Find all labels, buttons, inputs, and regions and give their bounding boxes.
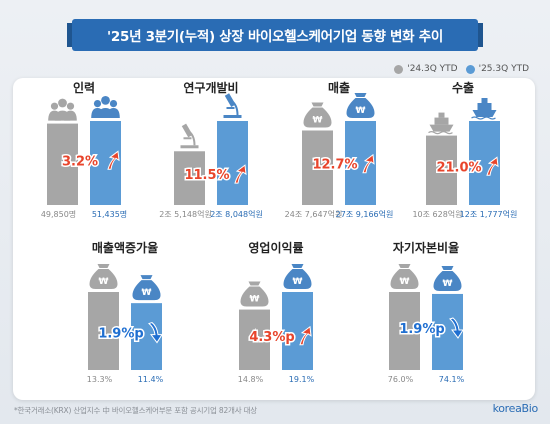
svg-text:₩: ₩: [400, 277, 410, 287]
bar-label-6-1: 74.1%: [439, 375, 465, 384]
money-bag-icon-5-1: ₩: [283, 264, 312, 289]
bar-label-2-0: 24조 7,647억원: [285, 209, 343, 219]
money-bag-icon-5-0: ₩: [240, 281, 269, 307]
svg-text:₩: ₩: [99, 277, 109, 287]
ship-icon-3-1: [471, 98, 497, 120]
source-note: *한국거래소(KRX) 산업지수 中 바이오헬스케어부문 포함 공시기업 82개…: [14, 406, 257, 415]
ship-icon-3-0: [428, 112, 454, 135]
bar-1-0: [174, 151, 205, 205]
legend: '24.3Q YTD '25.3Q YTD: [386, 64, 529, 74]
change-label-1: 11.5%: [184, 168, 229, 183]
people-icon-0-0: [48, 98, 77, 121]
chart-title-6: 자기자본비율: [393, 240, 459, 255]
up-arrow-icon-0: [107, 150, 120, 170]
up-arrow-icon-3: [486, 156, 499, 176]
bar-label-3-1: 12조 1,777억원: [460, 209, 518, 219]
chart-title-5: 영업이익률: [248, 240, 303, 255]
chart-title-4: 매출액증가율: [92, 240, 158, 255]
change-label-2: 12.7%: [312, 158, 357, 173]
svg-text:₩: ₩: [142, 288, 152, 298]
money-bag-icon-6-0: ₩: [390, 264, 419, 289]
page-title-text: '25년 3분기(누적) 상장 바이오헬스케어기업 동향 변화 추이: [107, 29, 443, 45]
legend-swatch-curr: [465, 64, 475, 74]
page-title: '25년 3분기(누적) 상장 바이오헬스케어기업 동향 변화 추이: [67, 19, 483, 51]
bar-label-0-1: 51,435명: [92, 209, 127, 219]
microscope-icon-1-0: [180, 123, 199, 149]
money-bag-icon-4-0: ₩: [89, 264, 118, 289]
chart-title-0: 인력: [73, 80, 95, 95]
money-bag-icon-6-1: ₩: [433, 265, 462, 291]
svg-text:₩: ₩: [293, 277, 303, 287]
chart-title-3: 수출: [452, 80, 474, 95]
change-label-4: 1.9%p: [98, 327, 143, 342]
bar-label-1-0: 2조 5,148억원: [159, 209, 212, 219]
change-label-6: 1.9%p: [399, 322, 444, 337]
bar-0-1: [90, 121, 121, 205]
bar-2-0: [302, 130, 333, 205]
svg-text:₩: ₩: [356, 106, 366, 116]
change-label-3: 21.0%: [436, 160, 481, 175]
bar-label-1-1: 2조 8,048억원: [210, 209, 263, 219]
bar-2-1: [345, 121, 376, 205]
legend-label-prev: '24.3Q YTD: [407, 64, 458, 74]
bar-label-6-0: 76.0%: [388, 375, 414, 384]
money-bag-icon-2-1: ₩: [346, 93, 375, 118]
bar-1-1: [217, 121, 248, 205]
up-arrow-icon-1: [234, 164, 247, 184]
bar-label-3-0: 10조 628억원: [412, 209, 462, 219]
up-arrow-icon-2: [362, 153, 375, 174]
bar-label-0-0: 49,850명: [41, 209, 76, 219]
down-arrow-icon-4: [147, 322, 163, 344]
bar-4-0: [88, 292, 119, 370]
bar-label-5-0: 14.8%: [238, 375, 264, 384]
svg-text:₩: ₩: [250, 295, 260, 305]
chart-title-2: 매출: [328, 80, 350, 95]
people-icon-0-1: [91, 96, 120, 118]
bar-0-0: [47, 123, 78, 205]
legend-label-curr: '25.3Q YTD: [478, 64, 529, 74]
bar-label-4-1: 11.4%: [138, 375, 164, 384]
bar-label-5-1: 19.1%: [289, 375, 315, 384]
bar-6-0: [389, 292, 420, 370]
down-arrow-icon-6: [448, 317, 464, 339]
bar-5-0: [239, 309, 270, 370]
change-label-5: 4.3%p: [249, 330, 294, 345]
microscope-icon-1-1: [223, 93, 242, 118]
bar-3-0: [426, 135, 457, 205]
svg-text:₩: ₩: [443, 279, 453, 289]
up-arrow-icon-5: [299, 325, 312, 346]
bar-label-2-1: 27조 9,166억원: [336, 209, 394, 219]
koreabio-logo: koreaBio: [492, 402, 539, 415]
money-bag-icon-4-1: ₩: [132, 275, 161, 301]
bar-label-4-0: 13.3%: [87, 375, 113, 384]
legend-swatch-prev: [394, 64, 404, 74]
chart-title-1: 연구개발비: [183, 80, 238, 95]
svg-text:₩: ₩: [313, 115, 323, 125]
change-label-0: 3.2%: [62, 154, 98, 169]
money-bag-icon-2-0: ₩: [303, 102, 332, 128]
